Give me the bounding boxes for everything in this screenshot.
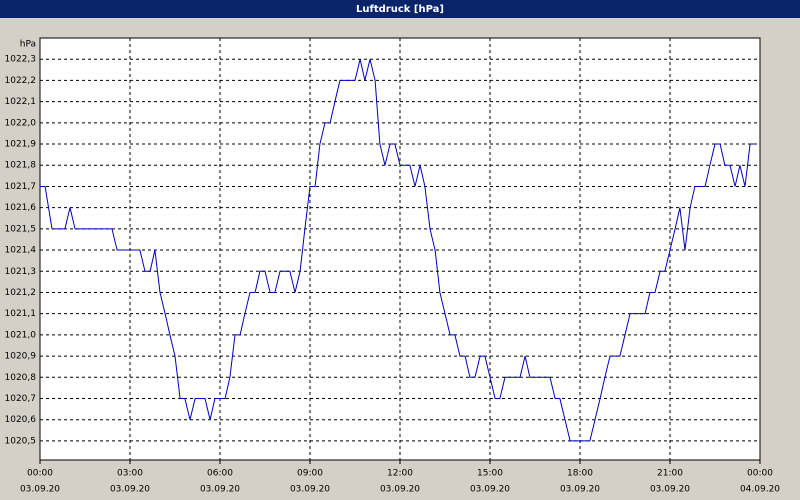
x-tick-date: 03.09.20	[650, 485, 690, 495]
y-tick-label: 1021,0	[5, 330, 37, 340]
x-tick-date: 03.09.20	[20, 485, 60, 495]
x-tick-date: 03.09.20	[380, 485, 420, 495]
y-tick-label: 1021,2	[5, 288, 37, 298]
y-tick-label: 1021,7	[5, 182, 37, 192]
x-tick-label: 00:00	[747, 469, 773, 479]
y-tick-label: 1020,5	[5, 436, 37, 446]
y-tick-label: 1021,1	[5, 309, 37, 319]
y-tick-label: 1022,2	[5, 76, 37, 86]
data-line	[40, 59, 755, 442]
x-tick-date: 03.09.20	[110, 485, 150, 495]
x-tick-label: 09:00	[297, 469, 323, 479]
x-tick-label: 06:00	[207, 469, 233, 479]
title-bar	[0, 0, 800, 18]
x-tick-label: 03:00	[117, 469, 143, 479]
y-tick-label: 1022,1	[5, 97, 37, 107]
x-tick-label: 12:00	[387, 469, 413, 479]
y-tick-label: 1022,0	[5, 118, 37, 128]
x-tick-date: 03.09.20	[200, 485, 240, 495]
y-tick-label: 1020,7	[5, 394, 37, 404]
y-tick-label: 1022,3	[5, 55, 37, 65]
x-tick-label: 21:00	[657, 469, 683, 479]
x-tick-label: 00:00	[27, 469, 53, 479]
x-tick-date: 03.09.20	[290, 485, 330, 495]
y-tick-label: 1020,9	[5, 352, 37, 362]
x-tick-label: 18:00	[567, 469, 593, 479]
y-tick-label: 1020,8	[5, 373, 37, 383]
y-tick-label: 1021,3	[5, 267, 37, 277]
y-tick-label: 1021,8	[5, 161, 37, 171]
y-tick-label: 1021,9	[5, 140, 37, 150]
y-tick-label: 1021,4	[5, 246, 37, 256]
x-tick-label: 15:00	[477, 469, 503, 479]
y-unit: hPa	[20, 40, 36, 50]
x-tick-date: 03.09.20	[470, 485, 510, 495]
x-tick-date: 04.09.20	[740, 485, 780, 495]
y-tick-label: 1021,6	[5, 203, 37, 213]
window-title: Luftdruck [hPa]	[356, 4, 444, 15]
y-tick-label: 1020,6	[5, 415, 37, 425]
y-tick-label: 1021,5	[5, 224, 37, 234]
x-tick-date: 03.09.20	[560, 485, 600, 495]
